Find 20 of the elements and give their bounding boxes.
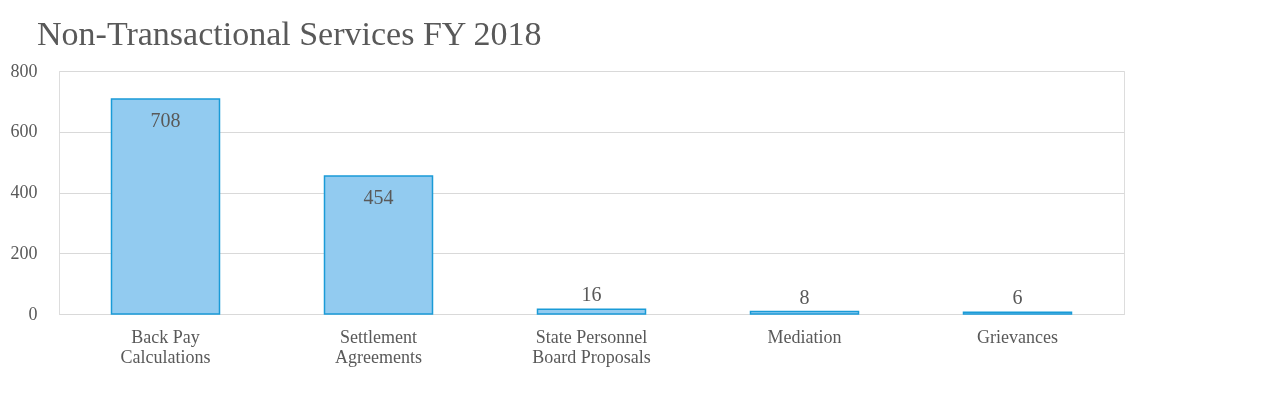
y-tick-label: 800: [10, 60, 38, 81]
y-tick-label: 400: [10, 182, 38, 202]
x-tick-label: Back Pay Calculations: [120, 326, 211, 367]
data-label: 16: [581, 283, 602, 306]
data-label: 708: [150, 108, 181, 131]
y-tick-label: 200: [10, 242, 38, 263]
data-label: 454: [363, 186, 394, 209]
y-tick-label: 0: [28, 303, 38, 324]
bar: [536, 308, 647, 315]
y-tick-label: 600: [10, 121, 38, 142]
x-tick-label: Mediation: [767, 326, 842, 347]
x-tick-label: Grievances: [977, 326, 1058, 347]
bar: [749, 310, 860, 315]
data-label: 6: [1012, 286, 1023, 309]
x-tick-label: Settlement Agreements: [335, 326, 422, 367]
x-tick-label: State Personnel Board Proposals: [532, 326, 651, 367]
data-label: 8: [799, 285, 810, 308]
chart-title: Non-Transactional Services FY 2018: [37, 15, 542, 52]
bar: [323, 175, 434, 315]
bar: [110, 98, 221, 315]
